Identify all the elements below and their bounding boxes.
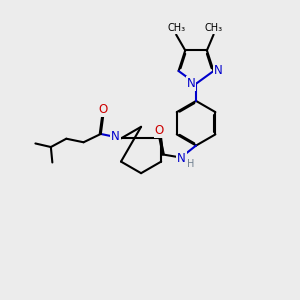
Text: N: N	[111, 130, 120, 143]
Text: CH₃: CH₃	[167, 23, 185, 33]
Text: O: O	[98, 103, 108, 116]
Text: CH₃: CH₃	[204, 23, 223, 33]
Text: N: N	[187, 77, 195, 90]
Text: N: N	[214, 64, 223, 77]
Text: N: N	[177, 152, 186, 164]
Text: H: H	[187, 159, 194, 169]
Text: O: O	[154, 124, 164, 137]
